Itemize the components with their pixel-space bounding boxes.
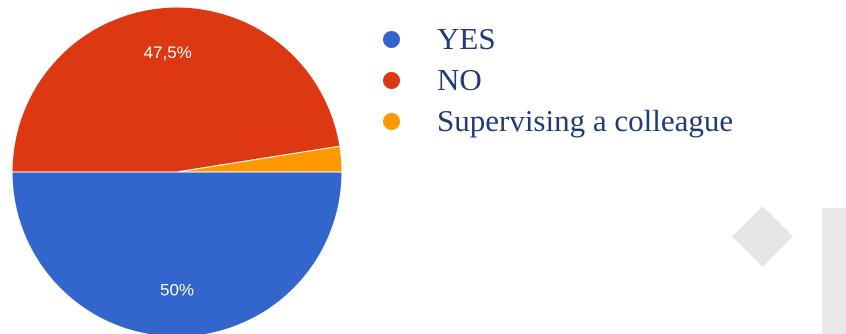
legend-swatch-no [383,72,400,89]
pie-slice-yes [11,171,343,334]
pie-label-yes: 50% [160,280,194,299]
legend-item-supervising: Supervising a colleague [383,100,733,141]
pie-label-no: 47,5% [144,43,192,62]
pie-slice-no [11,6,341,173]
legend-label-no: NO [437,62,482,97]
decorative-gray-block [822,208,846,334]
chart-legend: YES NO Supervising a colleague [383,18,733,141]
legend-label-yes: YES [437,21,496,56]
legend-item-no: NO [383,59,733,100]
legend-swatch-supervising [383,113,400,130]
pie-slice-supervising-a-colleague [176,145,343,173]
legend-item-yes: YES [383,18,733,59]
legend-label-supervising: Supervising a colleague [437,103,734,138]
legend-swatch-yes [383,31,400,48]
